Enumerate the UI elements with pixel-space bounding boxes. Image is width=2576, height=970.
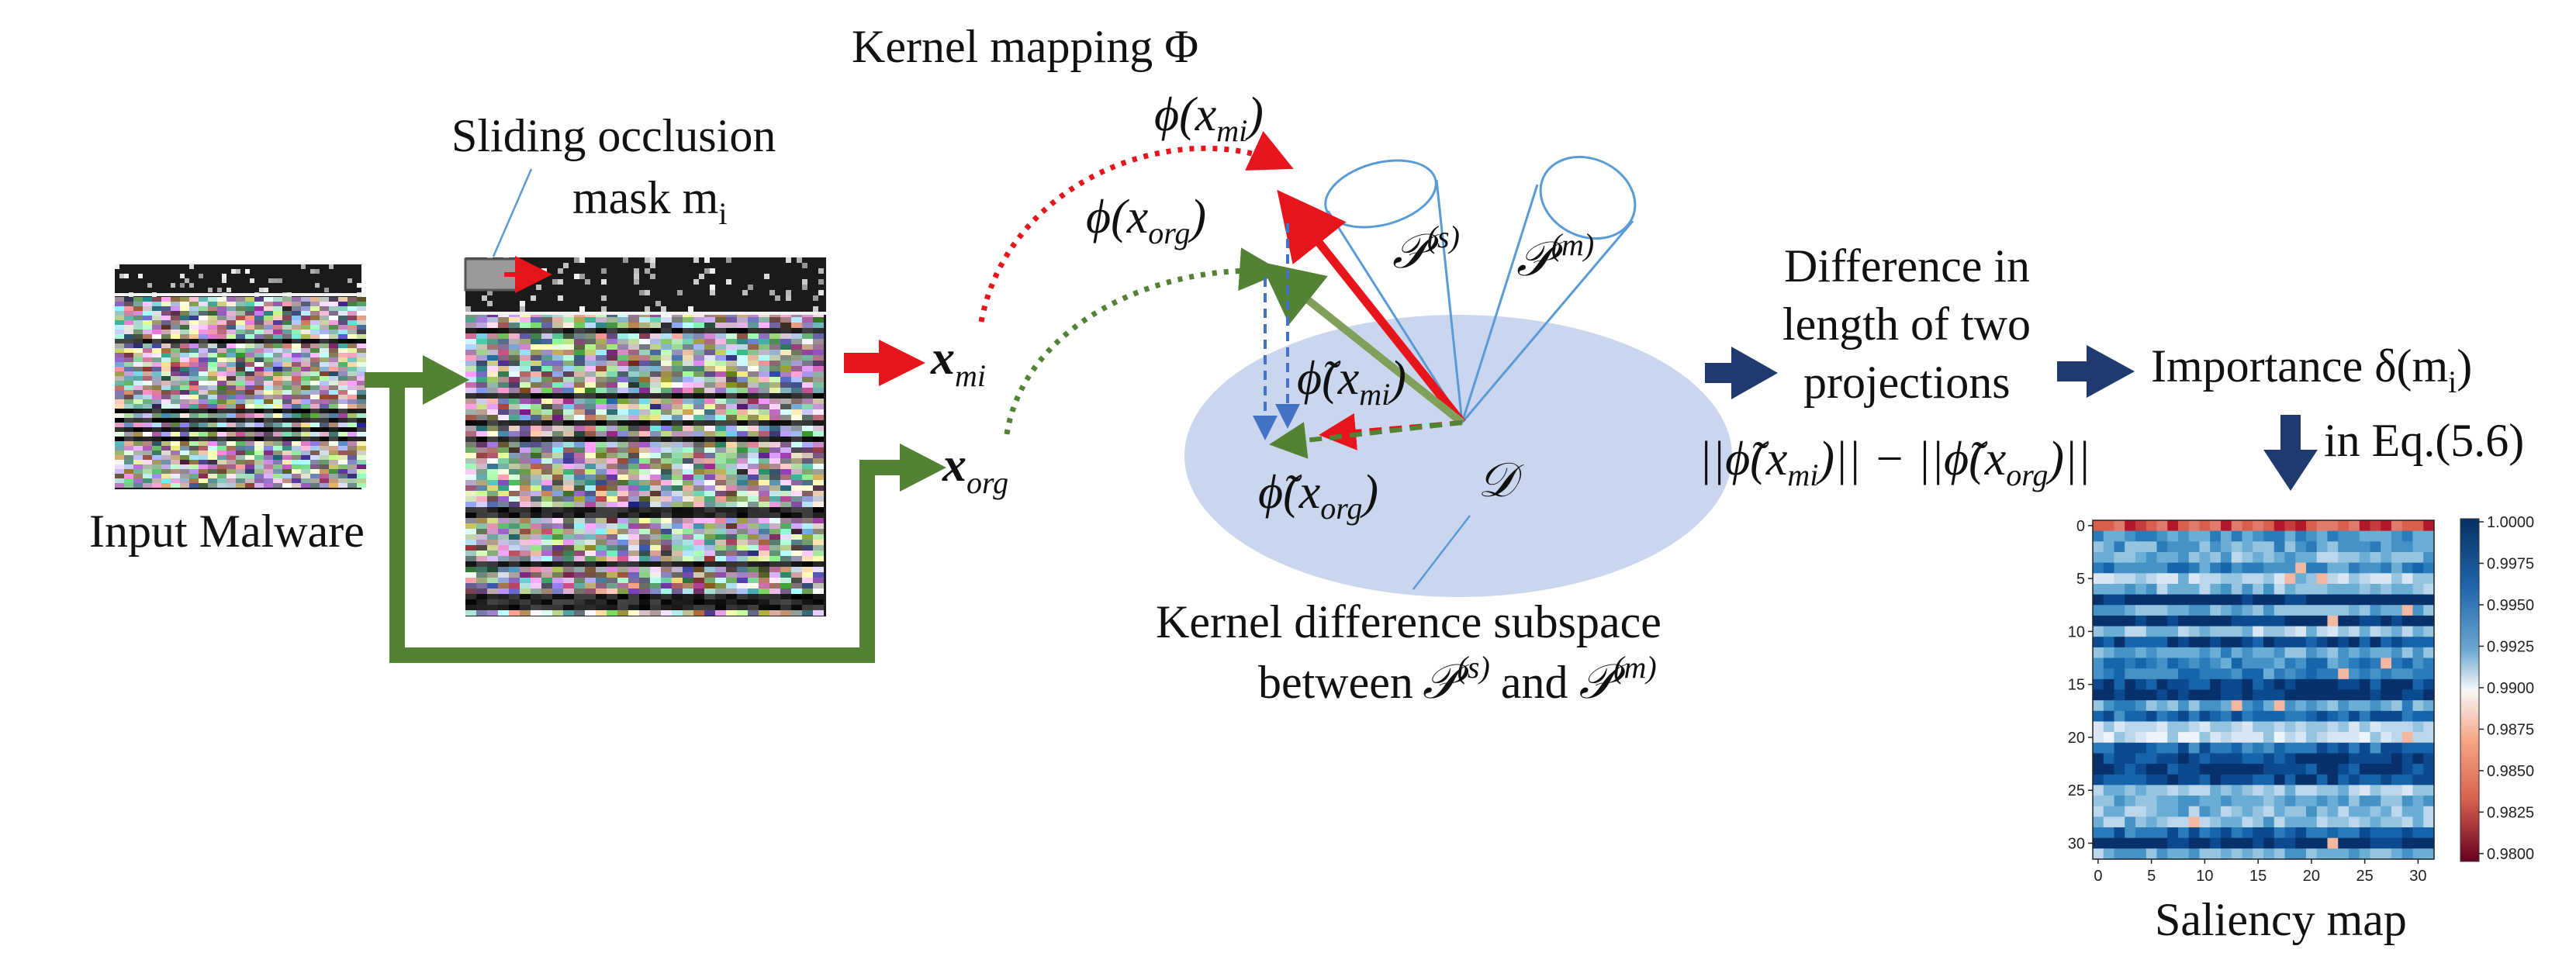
mask-mi-label: mask mi	[572, 172, 727, 231]
green-arrowhead-xorg	[900, 444, 946, 492]
x-org-label: xorg	[942, 439, 1008, 500]
difference-line2: length of two	[1782, 299, 2031, 350]
kernel-diff-subspace-label: Kernel difference subspace	[1156, 596, 1661, 647]
saliency-x-tick: 25	[2356, 868, 2374, 885]
colorbar-tick: 0.9950	[2487, 597, 2534, 614]
occluded-malware-image	[465, 257, 826, 616]
x-mi-label: xmi	[930, 332, 986, 393]
saliency-x-tick: 0	[2094, 868, 2102, 885]
navy-arrow-to-importance	[2057, 345, 2135, 398]
navy-arrow-to-difference	[1705, 347, 1778, 399]
colorbar-tick: 0.9850	[2487, 763, 2534, 780]
saliency-map-label: Saliency map	[2155, 894, 2407, 945]
saliency-y-tick: 0	[2076, 518, 2085, 535]
phi-xorg-label: ϕ(xorg)	[1086, 191, 1206, 250]
saliency-x-tick: 5	[2147, 868, 2156, 885]
norm-difference-formula: ||ϕ̃(xmi)|| − ||ϕ̃(xorg)||	[1699, 433, 2090, 492]
phitilde-xorg-label: ϕ̃(xorg)	[1258, 466, 1378, 526]
saliency-y-tick: 15	[2068, 677, 2085, 694]
mask-pointer-line	[492, 168, 533, 257]
saliency-x-tick: 20	[2303, 868, 2320, 885]
colorbar-tick: 0.9875	[2487, 721, 2534, 738]
saliency-y-tick: 30	[2068, 836, 2085, 853]
saliency-y-axis: 0 5 10 15 20 25 30	[2068, 518, 2093, 853]
subspace-pointer-line	[1412, 515, 1471, 590]
in-eq-label: in Eq.(5.6)	[2324, 415, 2524, 466]
colorbar-tick: 1.0000	[2487, 514, 2534, 531]
colorbar-tick: 0.9825	[2487, 804, 2534, 821]
phi-xmi-vector	[1277, 189, 1466, 426]
saliency-x-axis: 0 5 10 15 20 25 30	[2094, 859, 2427, 885]
sliding-mask-label: Sliding occlusion	[451, 110, 776, 161]
saliency-colorbar	[2460, 518, 2480, 862]
red-arrow-body	[844, 353, 881, 373]
phi-xmi-label: ϕ(xmi)	[1154, 88, 1264, 148]
difference-line3: projections	[1803, 357, 2011, 408]
saliency-y-tick: 10	[2068, 623, 2085, 640]
saliency-y-tick: 25	[2068, 782, 2085, 799]
colorbar-tick: 0.9925	[2487, 638, 2534, 655]
importance-label: Importance δ(mi)	[2151, 340, 2472, 399]
input-malware-label: Input Malware	[89, 506, 365, 557]
difference-line1: Difference in	[1784, 240, 2030, 292]
colorbar-tick: 0.9900	[2487, 680, 2534, 697]
colorbar-tick: 0.9800	[2487, 846, 2534, 863]
saliency-y-tick: 5	[2076, 571, 2085, 588]
kernel-diff-between-label: between 𝒫(s) and 𝒫(m)	[1258, 650, 1657, 709]
saliency-colorbar-ticks: 1.0000 0.9975 0.9950 0.9925 0.9900 0.9875 0.98…	[2479, 514, 2534, 863]
colorbar-tick: 0.9975	[2487, 555, 2534, 572]
p-m-label: 𝒫(m)	[1516, 227, 1594, 286]
input-malware-image	[115, 264, 366, 489]
cone-pm	[1461, 155, 1637, 423]
green-arrowhead-occluded	[423, 355, 469, 405]
saliency-y-tick: 20	[2068, 730, 2085, 747]
phitilde-xmi-label: ϕ̃(xmi)	[1297, 352, 1406, 412]
saliency-heatmap	[2092, 520, 2435, 860]
phitilde-xorg-projection	[1269, 420, 1463, 459]
red-arrowhead-xmi	[879, 340, 925, 386]
green-bypass-path	[389, 380, 904, 663]
p-s-label: 𝒫(s)	[1392, 219, 1460, 278]
green-dotted-kernel-curve	[1004, 247, 1283, 435]
kernel-mapping-label: Kernel mapping Φ	[852, 21, 1198, 72]
phi-xorg-vector	[1260, 261, 1465, 426]
saliency-x-tick: 30	[2409, 868, 2426, 885]
saliency-x-tick: 15	[2249, 868, 2267, 885]
saliency-x-tick: 10	[2196, 868, 2213, 885]
navy-arrow-down-to-map	[2263, 415, 2318, 491]
kernel-difference-subspace-ellipse	[1184, 315, 1732, 597]
red-dotted-kernel-curve	[978, 131, 1294, 323]
